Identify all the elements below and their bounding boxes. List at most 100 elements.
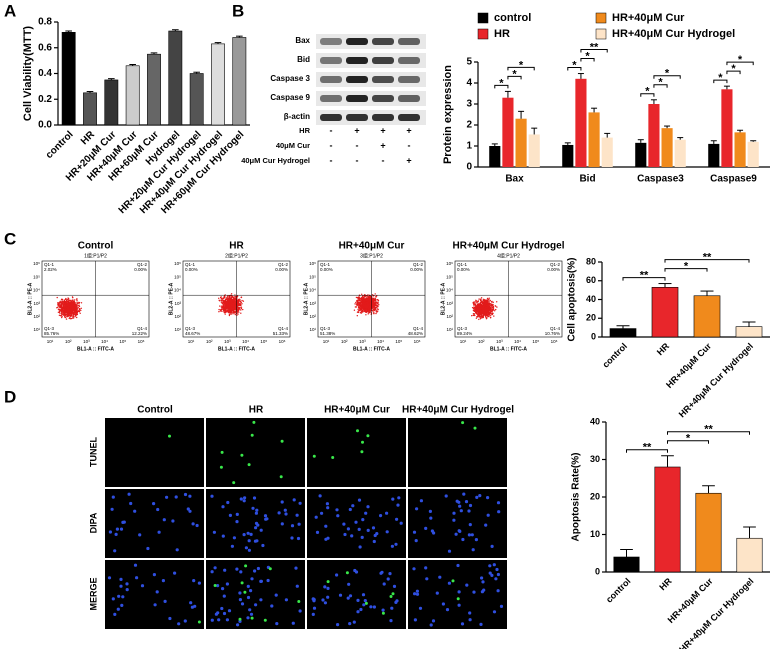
flow-dot: [231, 305, 233, 307]
nucleus: [326, 586, 330, 591]
nucleus: [240, 453, 244, 457]
nucleus: [174, 495, 178, 499]
nucleus: [212, 530, 216, 534]
nucleus: [457, 529, 461, 533]
nucleus: [263, 514, 268, 518]
nucleus: [254, 511, 258, 515]
nucleus: [419, 499, 423, 503]
flow-dot: [483, 301, 485, 303]
nucleus: [277, 511, 281, 515]
flow-dot: [478, 315, 480, 317]
blot-band: [346, 114, 368, 121]
quadrant-name: Q1-2: [278, 262, 289, 267]
nucleus: [356, 610, 360, 614]
flow-dot: [74, 312, 76, 314]
flow-dot: [483, 298, 485, 301]
flow-dot: [362, 295, 364, 298]
flow-dot: [226, 302, 228, 304]
flow-dot: [65, 304, 68, 306]
flow-dot: [373, 300, 376, 302]
nucleus: [183, 492, 188, 497]
flow-dot: [355, 306, 357, 308]
flow-dot: [376, 295, 378, 297]
flow-dot: [486, 303, 488, 305]
flow-dot: [240, 296, 242, 299]
quadrant-value: 48.67%: [185, 331, 200, 336]
flow-dot: [361, 311, 363, 314]
nucleus: [250, 616, 254, 620]
nucleus: [372, 539, 376, 544]
nucleus: [320, 511, 324, 515]
flow-dot: [71, 312, 73, 315]
blot-band: [346, 76, 368, 83]
nucleus: [499, 604, 504, 609]
nucleus: [249, 589, 253, 593]
nucleus: [239, 570, 243, 574]
flow-dot: [364, 308, 366, 311]
nucleus: [213, 566, 217, 570]
flow-dot: [223, 300, 225, 302]
nucleus: [412, 567, 416, 571]
flow-dot: [57, 303, 59, 306]
flow-dot: [482, 312, 484, 314]
flow-dot: [228, 303, 230, 306]
nucleus: [388, 572, 392, 576]
flow-dot: [230, 295, 233, 297]
nucleus: [254, 603, 258, 607]
flow-dot: [373, 297, 375, 299]
bar: [104, 79, 119, 126]
nucleus: [222, 611, 227, 616]
x-tick-label: Caspase3: [637, 174, 684, 185]
blot-band: [398, 76, 420, 83]
flow-dot: [476, 316, 478, 318]
bar: [609, 328, 637, 338]
flow-dot: [357, 311, 360, 314]
flow-dot: [481, 304, 484, 307]
nucleus: [457, 603, 461, 607]
nucleus: [235, 567, 239, 571]
flow-dot: [73, 309, 75, 311]
y-tick-label: 60: [586, 275, 596, 285]
nucleus: [369, 605, 373, 609]
flow-dot: [478, 305, 480, 308]
flow-dot: [478, 298, 480, 300]
y-axis-label: Cell Viability(MTT): [22, 26, 34, 121]
nucleus: [392, 584, 397, 589]
y-tick-label: 0.0: [38, 120, 52, 131]
nucleus: [255, 508, 259, 512]
flow-dot: [369, 297, 371, 299]
condition-label: 40μM Cur Hydrogel: [241, 156, 310, 165]
flow-dot: [63, 307, 65, 309]
flow-dot: [357, 307, 360, 309]
nucleus: [116, 607, 120, 611]
nucleus: [315, 530, 320, 535]
condition-label: 40μM Cur: [276, 141, 310, 150]
quadrant-name: Q1-3: [457, 326, 468, 331]
flow-dot: [218, 297, 220, 299]
flow-dot: [475, 299, 477, 301]
flow-dot: [360, 306, 362, 308]
flow-dot: [70, 315, 73, 317]
flow-dot: [490, 303, 492, 305]
legend-label: HR+40μM Cur Hydrogel: [612, 28, 735, 40]
condition-mark: +: [406, 125, 411, 135]
flow-dot: [482, 316, 484, 319]
y-tick-label: 0.8: [38, 17, 52, 28]
flow-dot: [234, 301, 237, 303]
nucleus: [345, 571, 349, 575]
nucleus: [311, 612, 315, 617]
flow-dot: [226, 308, 228, 310]
nucleus: [429, 623, 433, 627]
flow-dot: [488, 297, 490, 299]
nucleus: [113, 612, 117, 617]
flow-dot: [77, 305, 80, 307]
flow-dot: [375, 308, 377, 311]
quadrant-value: 0.00%: [547, 267, 560, 272]
flow-x-label: BL1-A :: FITC-A: [218, 346, 255, 352]
flow-x-tick: 10²: [341, 339, 348, 344]
flow-dot: [65, 309, 67, 311]
blot-band: [398, 38, 420, 45]
flow-dot: [76, 309, 78, 311]
flow-dot: [230, 303, 232, 306]
quadrant-name: Q1-3: [44, 326, 55, 331]
